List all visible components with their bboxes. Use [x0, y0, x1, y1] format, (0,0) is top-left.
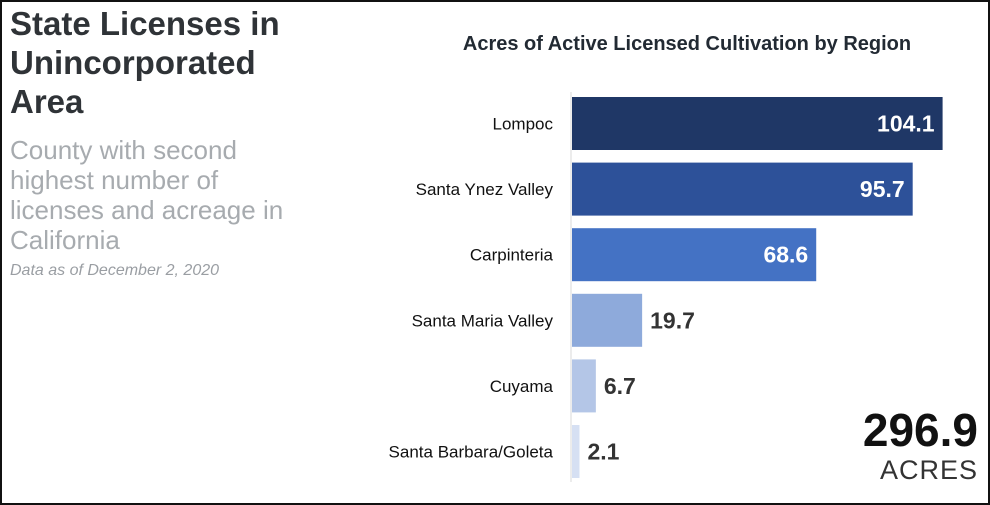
category-label: Santa Barbara/Goleta [389, 443, 554, 462]
bar-value-label: 19.7 [650, 307, 695, 333]
data-date-note: Data as of December 2, 2020 [10, 262, 220, 279]
bar-cuyama [572, 359, 596, 413]
chart-title: Acres of Active Licensed Cultivation by … [462, 33, 912, 55]
bar-value-label: 2.1 [587, 439, 619, 465]
bar-lompoc [572, 97, 943, 150]
page-subtitle: County with second highest number of lic… [10, 135, 284, 255]
category-label: Cuyama [490, 377, 554, 396]
bar-santa-ynez-valley [572, 162, 913, 216]
bar-value-label: 95.7 [860, 176, 905, 202]
bar-santa-maria-valley [572, 293, 643, 347]
total-acres-unit: ACRES [879, 455, 978, 485]
bar-value-label: 6.7 [604, 373, 636, 399]
total-acres-value: 296.9 [862, 404, 978, 456]
bar-value-label: 104.1 [877, 111, 935, 137]
bar-carpinteria [572, 228, 817, 282]
bar-value-label: 68.6 [763, 242, 808, 268]
page-title: State Licenses in Unincorporated Area [10, 5, 280, 120]
category-label: Carpinteria [470, 246, 554, 265]
bar-santa-barbara-goleta [572, 425, 580, 478]
bars-layer: Lompoc 104.1 Santa Ynez Valley 95.7 Carpinte… [389, 97, 943, 478]
category-label: Santa Ynez Valley [416, 180, 554, 199]
category-label: Lompoc [493, 115, 554, 134]
category-label: Santa Maria Valley [412, 311, 554, 330]
